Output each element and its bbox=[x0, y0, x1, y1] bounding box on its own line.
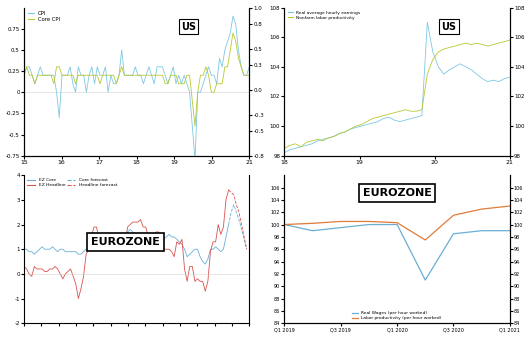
Legend: Real Wages (per hour worked), Labor productivity (per hour worked): Real Wages (per hour worked), Labor prod… bbox=[351, 310, 443, 321]
Legend: CPI, Core CPI: CPI, Core CPI bbox=[26, 10, 61, 23]
Legend: EZ Core, EZ Headline, Core forecast, Headline forecast: EZ Core, EZ Headline, Core forecast, Hea… bbox=[26, 177, 118, 188]
Legend: Real average hourly earnings, Nonfarm labor productivity: Real average hourly earnings, Nonfarm la… bbox=[287, 10, 361, 20]
Text: US: US bbox=[181, 22, 196, 32]
Text: EUROZONE: EUROZONE bbox=[363, 188, 431, 198]
Text: EUROZONE: EUROZONE bbox=[91, 237, 160, 247]
Text: US: US bbox=[441, 22, 456, 32]
